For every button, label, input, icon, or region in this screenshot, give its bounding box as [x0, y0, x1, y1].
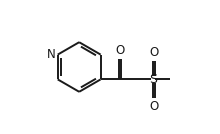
Text: O: O: [149, 100, 158, 113]
Text: O: O: [116, 44, 125, 57]
Text: S: S: [149, 73, 157, 86]
Text: N: N: [47, 48, 56, 61]
Text: O: O: [149, 46, 158, 59]
